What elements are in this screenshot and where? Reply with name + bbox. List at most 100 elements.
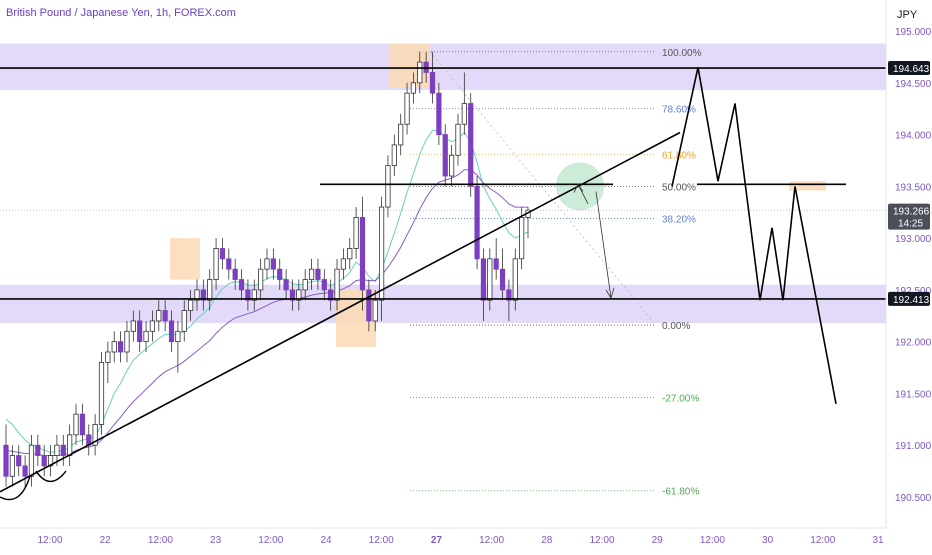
candle-body-53 (340, 258, 346, 270)
projection-path (671, 67, 837, 404)
candle-body-48 (308, 268, 315, 280)
candle-75 (480, 248, 487, 321)
candle-body-73 (468, 103, 474, 187)
candle-57 (366, 279, 372, 332)
candle-body-16 (105, 351, 111, 363)
candle-23 (149, 310, 156, 342)
candle-20 (130, 310, 136, 342)
candle-body-5 (35, 444, 41, 456)
candle-55 (353, 207, 359, 259)
candle-body-12 (79, 413, 85, 436)
candle-body-77 (493, 258, 499, 270)
arrow-down-head (605, 287, 615, 300)
candle-68 (436, 82, 442, 145)
candle-49 (315, 258, 321, 290)
candle-body-50 (321, 279, 327, 291)
candle-17 (111, 331, 117, 363)
candle-body-25 (162, 310, 168, 322)
candle-body-39 (251, 289, 257, 301)
curve-mark-1 (0, 476, 31, 501)
candle-39 (251, 279, 257, 311)
candle-body-51 (328, 289, 334, 301)
candle-35 (226, 248, 232, 280)
candle-body-0 (3, 444, 9, 477)
candle-4 (28, 434, 35, 487)
time-tick-9: 28 (541, 535, 553, 546)
candle-body-23 (149, 320, 156, 332)
price-axis-bg (886, 0, 932, 550)
price-tick-3: 193.500 (895, 182, 932, 193)
highlight-box-3 (390, 43, 430, 88)
candle-body-74 (474, 185, 480, 260)
arrow-up (577, 184, 589, 205)
candle-61 (391, 134, 397, 176)
candle-54 (347, 238, 353, 270)
time-tick-1: 22 (100, 535, 112, 546)
candle-body-8 (54, 444, 60, 456)
candle-36 (232, 258, 238, 290)
candle-body-47 (302, 279, 308, 291)
candle-body-43 (277, 268, 283, 280)
candle-body-55 (353, 217, 359, 249)
time-axis[interactable]: 12:00 22 12:00 23 12:00 24 12:00 27 12:00 28 12:00… (0, 527, 886, 550)
candle-28 (181, 300, 187, 342)
candle-body-14 (92, 424, 98, 446)
drawings[interactable] (0, 67, 886, 501)
candle-body-22 (143, 330, 149, 343)
candle-body-17 (111, 341, 117, 353)
candle-body-35 (226, 258, 232, 270)
candlestick-series (3, 51, 531, 487)
candle-1 (9, 445, 15, 487)
candle-26 (168, 310, 175, 352)
candle-80 (512, 248, 518, 311)
time-tick-2: 12:00 (148, 535, 173, 546)
candle-40 (258, 258, 264, 301)
candle-64 (410, 72, 417, 104)
candle-body-29 (188, 299, 194, 311)
candle-19 (124, 320, 130, 363)
candle-41 (264, 248, 270, 280)
candle-16 (105, 341, 111, 384)
candle-body-32 (207, 279, 213, 301)
candle-73 (468, 93, 474, 197)
candle-body-28 (181, 310, 187, 332)
candle-body-63 (404, 92, 410, 125)
candle-79 (506, 279, 512, 321)
candle-body-2 (16, 455, 22, 467)
candle-body-20 (130, 320, 136, 332)
candle-body-64 (410, 82, 417, 94)
candle-15 (98, 352, 105, 435)
price-axis[interactable]: 195.000 194.500 194.000 193.500 193.000 192.5… (885, 0, 932, 550)
candle-47 (302, 269, 308, 301)
time-tick-0: 12:00 (37, 535, 62, 546)
price-tag-bg-1 (888, 203, 930, 230)
arrow-down (595, 191, 612, 299)
time-tick-13: 30 (762, 535, 774, 546)
candle-body-68 (436, 92, 442, 135)
candle-51 (328, 279, 334, 311)
price-tick-5: 192.500 (895, 286, 932, 297)
candle-body-59 (378, 206, 385, 301)
candle-body-69 (442, 134, 448, 177)
candle-10 (67, 424, 73, 466)
candle-body-45 (289, 289, 296, 301)
candle-59 (378, 196, 385, 321)
candle-9 (60, 434, 66, 466)
arrow-up-head (573, 183, 584, 193)
candle-body-79 (506, 289, 512, 301)
price-tick-2: 194.000 (895, 131, 932, 142)
candle-45 (289, 279, 296, 311)
candle-body-36 (232, 268, 238, 280)
candle-12 (79, 403, 85, 446)
fib-retracement[interactable]: 100.00%78.60%61.80%50.00%38.20%0.00%-27.… (410, 48, 702, 498)
candle-body-11 (73, 413, 79, 436)
time-tick-10: 12:00 (589, 535, 614, 546)
candle-29 (188, 289, 194, 321)
candle-11 (73, 403, 79, 446)
price-tick-0: 195.000 (895, 27, 932, 38)
candle-78 (499, 248, 506, 301)
candle-37 (238, 269, 245, 301)
candle-65 (417, 51, 423, 94)
